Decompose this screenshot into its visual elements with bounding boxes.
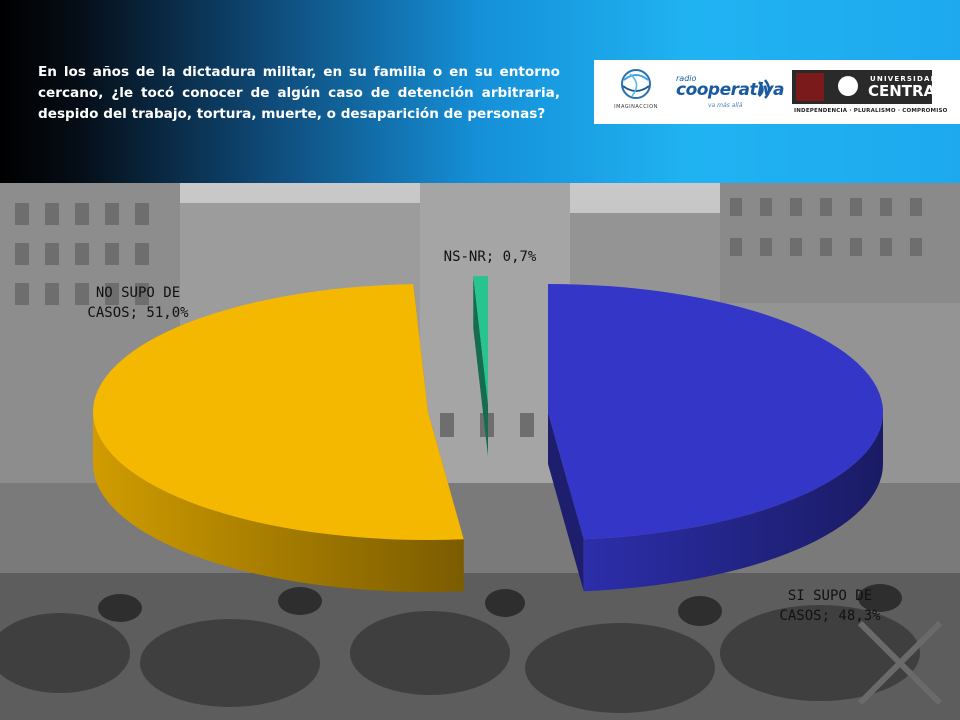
- universidad-motto: INDEPENDENCIA · PLURALISMO · COMPROMISO: [794, 108, 948, 114]
- pie-slice-0: [548, 284, 884, 592]
- question-text: En los años de la dictadura militar, en …: [38, 64, 560, 122]
- radio-waves-icon: [758, 79, 771, 99]
- cooperativa-logo: radio cooperativa va más allá: [676, 74, 785, 114]
- header-banner: En los años de la dictadura militar, en …: [0, 0, 960, 183]
- slice-wall-0-1: [548, 412, 584, 592]
- imaginaccion-logo: IMAGINACCION: [606, 66, 666, 118]
- universidad-text: UNIVERSIDAD: [870, 75, 938, 83]
- shield-icon: [796, 73, 824, 101]
- slice-top-0: [548, 284, 884, 540]
- pie-slice-2: [473, 276, 488, 456]
- cooperativa-name: cooperativa: [676, 80, 785, 100]
- slice-label-1-line1: NO SUPO DE: [96, 285, 180, 301]
- central-text: CENTRAL: [868, 82, 945, 100]
- imaginaccion-text: IMAGINACCION: [614, 104, 658, 110]
- globe-icon: [621, 69, 651, 99]
- logo-strip: IMAGINACCION radio cooperativa va más al…: [594, 60, 960, 124]
- slice-label-0-line2: CASOS; 48,3%: [779, 608, 881, 624]
- slice-side-1: [93, 412, 464, 592]
- slice-top-1: [93, 284, 464, 540]
- slice-label-1-line2: CASOS; 51,0%: [87, 305, 189, 321]
- slice-label-0-line1: SI SUPO DE: [788, 588, 872, 604]
- slice-label-2-line1: NS-NR; 0,7%: [444, 249, 537, 265]
- slice-side-0: [583, 412, 883, 592]
- universidad-central-box: UNIVERSIDAD CENTRAL: [792, 70, 945, 104]
- slice-wall-2-0: [473, 276, 488, 456]
- universidad-central-logo: UNIVERSIDAD CENTRAL INDEPENDENCIA · PLUR…: [792, 70, 947, 116]
- cooperativa-tagline: va más allá: [708, 102, 743, 109]
- pie-slice-1: [93, 284, 464, 592]
- circle-icon: [838, 76, 858, 96]
- slice-top-2: [473, 276, 488, 404]
- cooperativa-small: radio: [676, 74, 697, 83]
